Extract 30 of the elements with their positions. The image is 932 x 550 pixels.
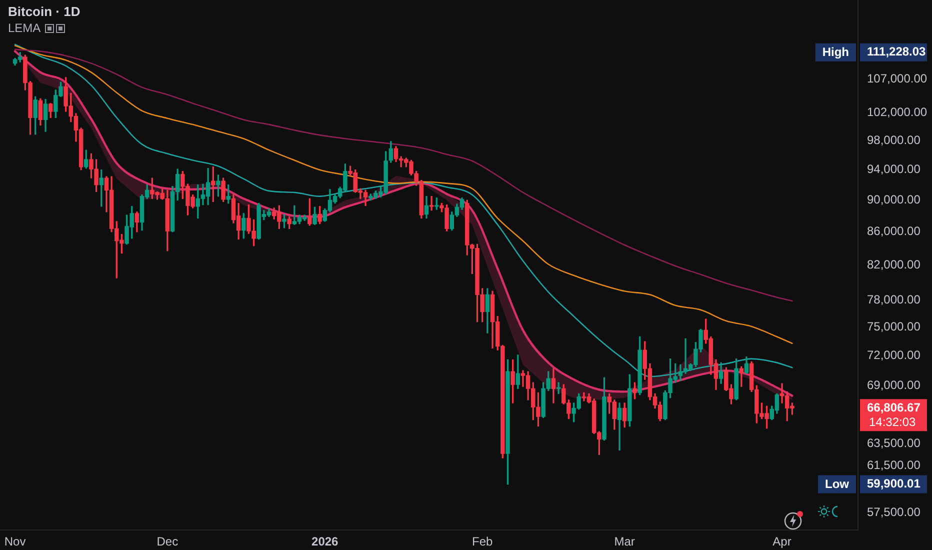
text: 14:32:03	[869, 414, 916, 429]
x-tick-label: Apr	[772, 534, 792, 549]
y-tick-label: 102,000.00	[867, 105, 928, 120]
y-tick-label: 75,000.00	[867, 320, 921, 334]
y-tick-label: 82,000.00	[867, 257, 921, 272]
y-tick-label: 69,000.00	[867, 378, 921, 392]
x-tick-label: 2026	[312, 534, 339, 549]
line-series	[14, 48, 793, 302]
x-tick-label: Nov	[4, 534, 26, 549]
y-tick-label: 98,000.00	[867, 133, 921, 148]
y-tick-label: 111,228.03	[867, 44, 926, 59]
y-tick-label: 94,000.00	[867, 162, 921, 176]
y-tick-label: 86,000.00	[867, 224, 921, 238]
y-tick-label: 90,000.00	[867, 192, 921, 206]
y-tick-label: 66,806.67	[867, 400, 921, 414]
y-tick-label: 57,500.00	[867, 505, 921, 520]
y-tick-label: 72,000.00	[867, 348, 921, 362]
x-tick-label: Dec	[156, 534, 178, 549]
text: LEMA	[8, 21, 41, 35]
y-tick-label: 63,500.00	[867, 436, 921, 450]
candlestick	[617, 402, 622, 450]
annotation: High	[822, 45, 850, 60]
y-tick-label: 59,900.01	[867, 476, 921, 491]
y-tick-label: 61,500.00	[867, 458, 921, 472]
x-tick-label: Feb	[472, 534, 493, 549]
annotation: Low	[825, 477, 850, 492]
y-tick-label: 78,000.00	[867, 292, 921, 306]
y-tick-label: 107,000.00	[867, 72, 928, 86]
chart-title: Bitcoin · 1D	[8, 4, 80, 19]
x-tick-label: Mar	[614, 534, 635, 549]
